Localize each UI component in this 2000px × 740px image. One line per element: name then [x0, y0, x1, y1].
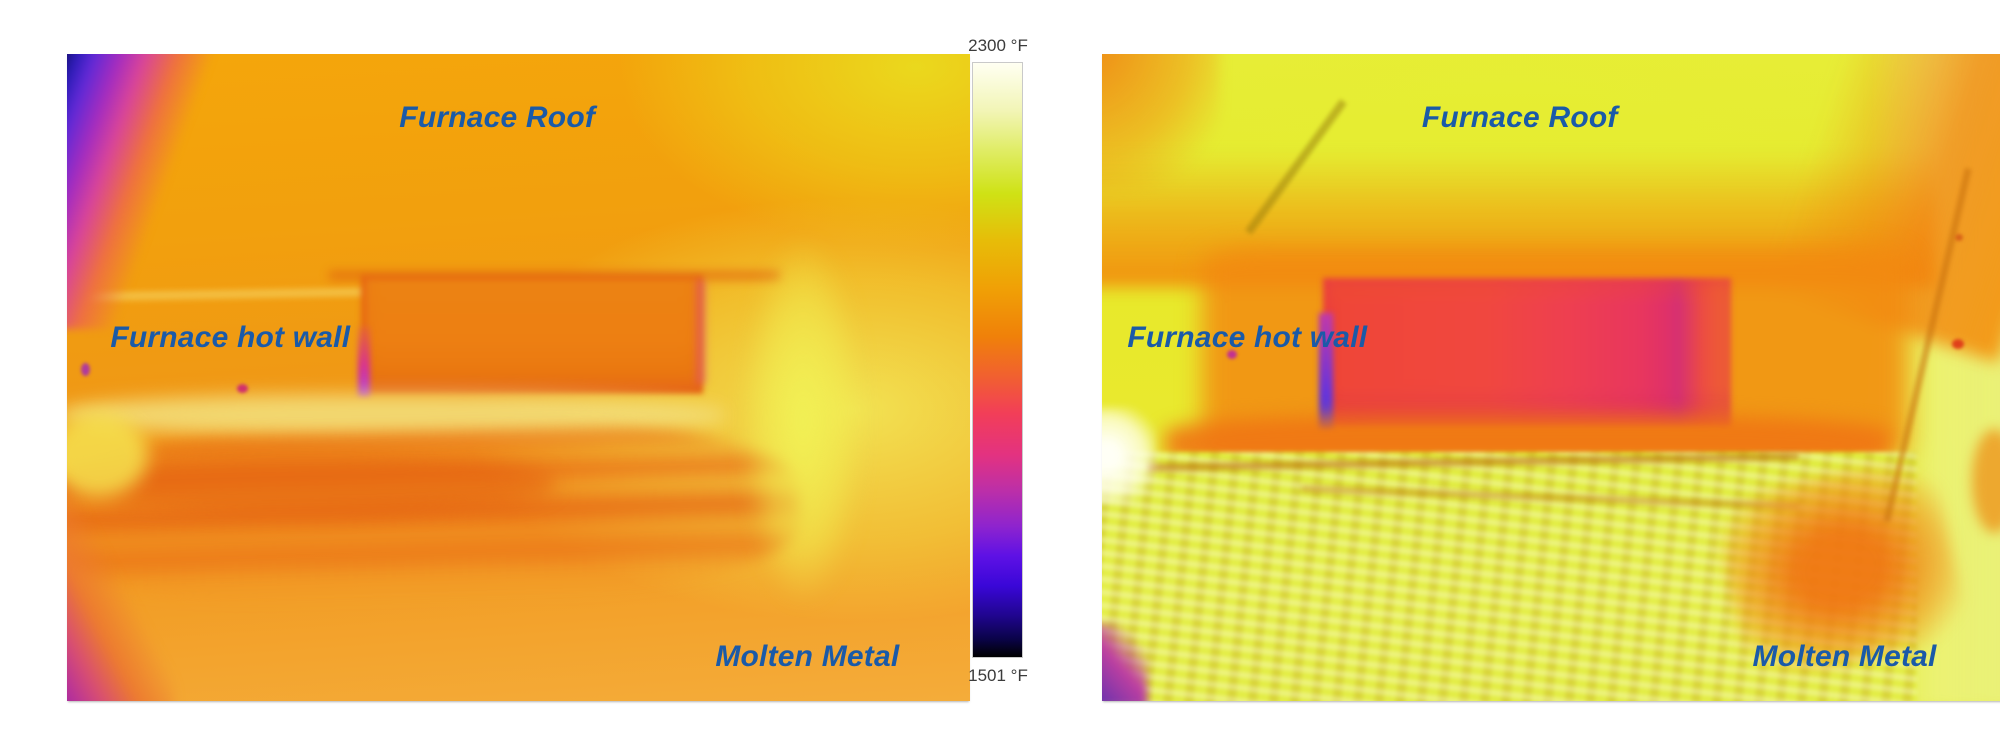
thermal-image-left: Furnace Roof Furnace hot wall Molten Met…: [67, 54, 970, 701]
molten-metal-label-right: Molten Metal: [1752, 640, 1937, 674]
cool-spot-marker: [236, 383, 248, 393]
furnace-hot-wall-label-left: Furnace hot wall: [110, 321, 351, 355]
cool-spot-marker: [81, 363, 91, 377]
furnace-roof-label-right: Furnace Roof: [1421, 100, 1618, 134]
opening-left-cool-edge: [1319, 312, 1334, 430]
right-wall-bright-region: [730, 215, 876, 682]
hot-wall-opening-region: [1323, 277, 1731, 427]
lens-vignette-top-left: [67, 54, 221, 329]
white-hot-spot: [1102, 406, 1157, 504]
lens-vignette-bottom-left: [1102, 623, 1148, 701]
furnace-roof-label-left: Furnace Roof: [399, 100, 596, 134]
molten-metal-label-left: Molten Metal: [715, 640, 900, 674]
cool-spot-marker: [1227, 350, 1238, 360]
lens-vignette-bottom-left: [67, 481, 176, 701]
opening-right-cool-edge: [696, 280, 707, 384]
molten-metal-slag-streaks: [67, 416, 801, 611]
thermal-image-right: Furnace Roof Furnace hot wall Molten Met…: [1102, 54, 2000, 701]
hot-spot-marker: [1951, 338, 1964, 349]
opening-left-cool-edge: [357, 325, 371, 397]
furnace-hot-wall-label-right: Furnace hot wall: [1127, 321, 1368, 355]
temperature-colorbar: [972, 62, 1023, 658]
colorbar-max-temp-label: 2300 °F: [968, 36, 1028, 55]
hot-spot-marker: [1955, 233, 1964, 241]
hot-wall-opening-region: [361, 275, 703, 395]
colorbar-min-temp-label: 1501 °F: [968, 666, 1028, 685]
